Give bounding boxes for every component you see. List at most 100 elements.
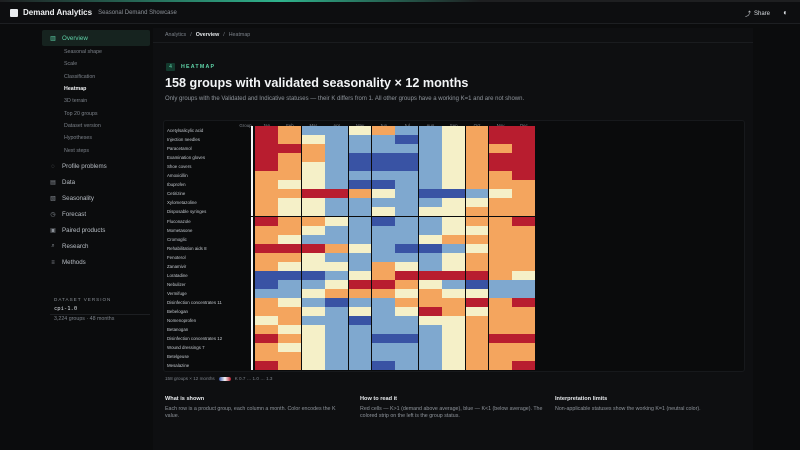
heatmap-cell[interactable] (465, 261, 489, 271)
heatmap-cell[interactable] (372, 343, 395, 353)
heatmap-cell[interactable] (395, 316, 419, 326)
heatmap-cell[interactable] (489, 207, 512, 217)
heatmap-cell[interactable] (418, 198, 442, 208)
heatmap-cell[interactable] (512, 252, 536, 262)
heatmap-cell[interactable] (418, 334, 442, 344)
heatmap-cell[interactable] (395, 216, 419, 226)
heatmap-cell[interactable] (489, 162, 512, 172)
heatmap-cell[interactable] (325, 207, 348, 217)
heatmap-cell[interactable] (325, 352, 348, 362)
heatmap-cell[interactable] (442, 207, 465, 217)
heatmap-cell[interactable] (372, 216, 395, 226)
heatmap-cell[interactable] (512, 297, 536, 307)
heatmap-cell[interactable] (278, 243, 302, 253)
heatmap-cell[interactable] (348, 334, 372, 344)
heatmap-cell[interactable] (512, 180, 536, 190)
heatmap-cell[interactable] (278, 270, 302, 280)
heatmap-cell[interactable] (465, 171, 489, 181)
heatmap-cell[interactable] (489, 180, 512, 190)
heatmap-cell[interactable] (418, 243, 442, 253)
heatmap-cell[interactable] (512, 135, 536, 145)
heatmap-cell[interactable] (372, 171, 395, 181)
heatmap-cell[interactable] (395, 352, 419, 362)
heatmap-cell[interactable] (465, 352, 489, 362)
heatmap-cell[interactable] (418, 297, 442, 307)
heatmap-cell[interactable] (418, 135, 442, 145)
heatmap-cell[interactable] (465, 198, 489, 208)
heatmap-cell[interactable] (278, 135, 302, 145)
heatmap-cell[interactable] (255, 207, 278, 217)
heatmap-cell[interactable] (418, 270, 442, 280)
heatmap-cell[interactable] (489, 135, 512, 145)
heatmap-cell[interactable] (372, 234, 395, 244)
heatmap-cell[interactable] (512, 126, 536, 135)
heatmap-cell[interactable] (348, 162, 372, 172)
heatmap-cell[interactable] (301, 198, 325, 208)
heatmap-cell[interactable] (255, 316, 278, 326)
heatmap-cell[interactable] (278, 153, 302, 163)
heatmap-cell[interactable] (489, 225, 512, 235)
heatmap-cell[interactable] (442, 352, 465, 362)
heatmap-cell[interactable] (442, 316, 465, 326)
heatmap-cell[interactable] (465, 234, 489, 244)
heatmap-cell[interactable] (465, 288, 489, 298)
heatmap-cell[interactable] (418, 189, 442, 199)
heatmap-cell[interactable] (255, 171, 278, 181)
heatmap-cell[interactable] (395, 162, 419, 172)
heatmap-cell[interactable] (395, 153, 419, 163)
heatmap-cell[interactable] (372, 252, 395, 262)
heatmap-cell[interactable] (278, 162, 302, 172)
heatmap-cell[interactable] (348, 198, 372, 208)
heatmap-cell[interactable] (395, 198, 419, 208)
heatmap-cell[interactable] (489, 279, 512, 289)
heatmap-cell[interactable] (465, 153, 489, 163)
heatmap-cell[interactable] (348, 361, 372, 371)
heatmap-cell[interactable] (278, 144, 302, 154)
heatmap-cell[interactable] (512, 171, 536, 181)
heatmap-cell[interactable] (418, 126, 442, 135)
heatmap-cell[interactable] (278, 171, 302, 181)
heatmap-cell[interactable] (278, 216, 302, 226)
heatmap-cell[interactable] (442, 288, 465, 298)
heatmap-cell[interactable] (465, 135, 489, 145)
heatmap-cell[interactable] (325, 198, 348, 208)
heatmap-cell[interactable] (442, 144, 465, 154)
share-button[interactable]: ⤴ Share (745, 9, 770, 19)
heatmap-cell[interactable] (418, 325, 442, 335)
heatmap-cell[interactable] (325, 297, 348, 307)
heatmap-cell[interactable] (255, 198, 278, 208)
heatmap-cell[interactable] (418, 207, 442, 217)
heatmap-cell[interactable] (301, 288, 325, 298)
heatmap-cell[interactable] (325, 243, 348, 253)
heatmap-cell[interactable] (255, 352, 278, 362)
heatmap-cell[interactable] (418, 279, 442, 289)
heatmap-cell[interactable] (512, 162, 536, 172)
heatmap-cell[interactable] (325, 153, 348, 163)
heatmap-cell[interactable] (442, 261, 465, 271)
sidebar-item-methods[interactable]: ≡ Methods (42, 255, 150, 271)
heatmap-cell[interactable] (348, 343, 372, 353)
heatmap-cell[interactable] (372, 153, 395, 163)
heatmap-cell[interactable] (512, 225, 536, 235)
heatmap-cell[interactable] (325, 279, 348, 289)
heatmap-cell[interactable] (325, 144, 348, 154)
heatmap-cell[interactable] (278, 325, 302, 335)
heatmap-cell[interactable] (489, 307, 512, 316)
heatmap-cell[interactable] (442, 180, 465, 190)
heatmap-cell[interactable] (301, 135, 325, 145)
breadcrumb-analytics[interactable]: Analytics (165, 32, 187, 38)
heatmap-cell[interactable] (301, 180, 325, 190)
heatmap-cell[interactable] (489, 288, 512, 298)
sidebar-subitem-dataset-version[interactable]: Dataset version (64, 122, 101, 129)
heatmap-cell[interactable] (442, 334, 465, 344)
heatmap-cell[interactable] (348, 352, 372, 362)
heatmap-cell[interactable] (255, 216, 278, 226)
heatmap-cell[interactable] (465, 270, 489, 280)
heatmap-cell[interactable] (278, 225, 302, 235)
heatmap-cell[interactable] (465, 126, 489, 135)
heatmap-cell[interactable] (372, 126, 395, 135)
heatmap-cell[interactable] (512, 334, 536, 344)
heatmap-cell[interactable] (255, 162, 278, 172)
heatmap-cell[interactable] (348, 135, 372, 145)
heatmap-cell[interactable] (255, 252, 278, 262)
